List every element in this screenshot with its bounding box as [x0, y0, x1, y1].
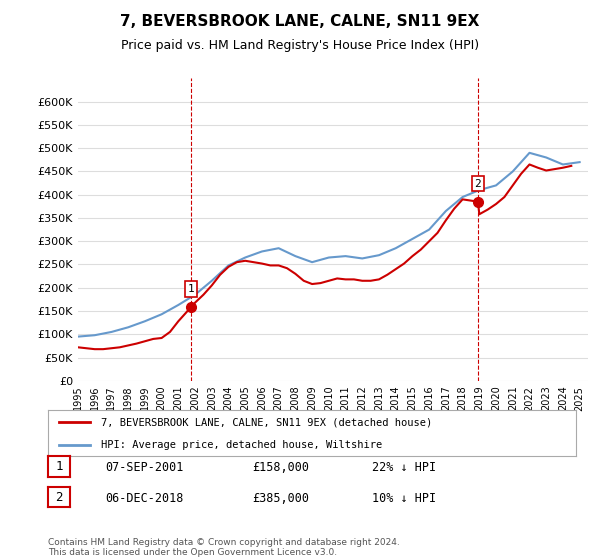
Text: HPI: Average price, detached house, Wiltshire: HPI: Average price, detached house, Wilt…	[101, 440, 382, 450]
Text: 22% ↓ HPI: 22% ↓ HPI	[372, 461, 436, 474]
Text: 1: 1	[187, 284, 194, 294]
Text: 2: 2	[475, 179, 481, 189]
Text: 1: 1	[55, 460, 62, 473]
Text: 07-SEP-2001: 07-SEP-2001	[105, 461, 184, 474]
Text: 7, BEVERSBROOK LANE, CALNE, SN11 9EX: 7, BEVERSBROOK LANE, CALNE, SN11 9EX	[121, 14, 479, 29]
Text: Contains HM Land Registry data © Crown copyright and database right 2024.
This d: Contains HM Land Registry data © Crown c…	[48, 538, 400, 557]
Text: Price paid vs. HM Land Registry's House Price Index (HPI): Price paid vs. HM Land Registry's House …	[121, 39, 479, 52]
Text: 10% ↓ HPI: 10% ↓ HPI	[372, 492, 436, 505]
Text: 2: 2	[55, 491, 62, 504]
Text: £385,000: £385,000	[252, 492, 309, 505]
Text: £158,000: £158,000	[252, 461, 309, 474]
Text: 7, BEVERSBROOK LANE, CALNE, SN11 9EX (detached house): 7, BEVERSBROOK LANE, CALNE, SN11 9EX (de…	[101, 417, 432, 427]
Text: 06-DEC-2018: 06-DEC-2018	[105, 492, 184, 505]
